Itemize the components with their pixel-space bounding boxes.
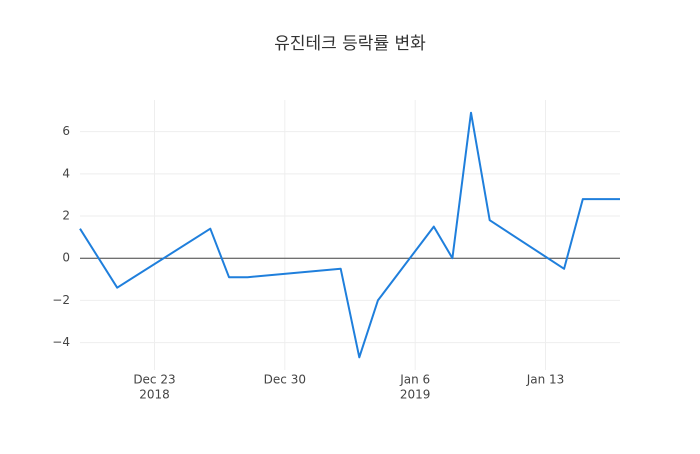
x-tick-year: 2019 <box>400 388 431 402</box>
x-tick-label: Dec 30 <box>264 373 306 387</box>
chart-title: 유진테크 등락률 변화 <box>274 34 426 54</box>
y-tick-label: 4 <box>62 166 70 180</box>
line <box>79 111 620 359</box>
x-tick-label: Dec 23 <box>133 373 175 387</box>
y-tick-label: 0 <box>62 251 70 265</box>
y-tick-label: 2 <box>62 209 70 223</box>
x-tick-label: Jan 6 <box>399 373 430 387</box>
x-tick-label: Jan 13 <box>526 373 565 387</box>
y-tick-label: −4 <box>52 335 70 349</box>
y-tick-label: 6 <box>62 124 70 138</box>
x-tick-year: 2018 <box>139 388 170 402</box>
y-tick-label: −2 <box>52 293 70 307</box>
